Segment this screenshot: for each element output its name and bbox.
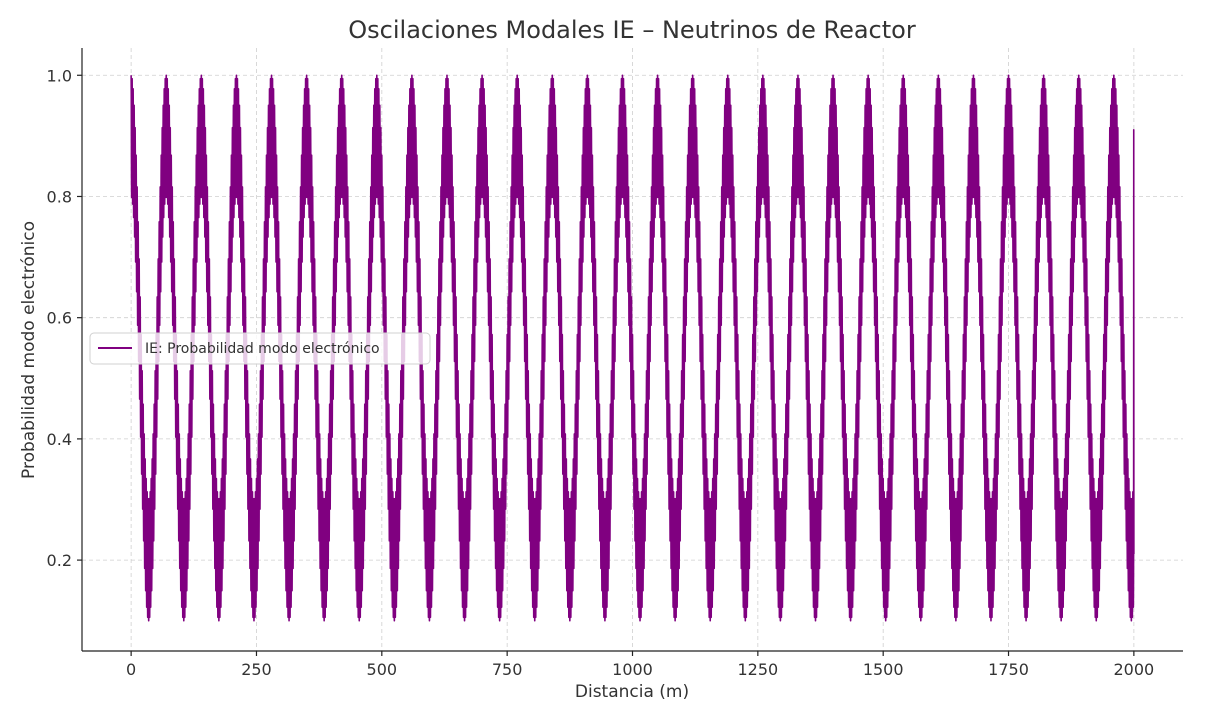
- tick-labels: 0 250 500 750 1000 1250 1500 1750 2000 0.2 0.4 0.6 0…: [47, 66, 1155, 679]
- x-tick-label-5: 1250: [737, 660, 778, 679]
- legend-box: [89, 332, 431, 365]
- y-tick-label-4: 1.0: [47, 66, 72, 85]
- chart-title: Oscilaciones Modales IE – Neutrinos de R…: [348, 16, 916, 44]
- legend: IE: Probabilidad modo electrónico: [89, 332, 431, 365]
- y-tick-label-3: 0.8: [47, 187, 72, 206]
- x-tick-label-1: 250: [241, 660, 272, 679]
- x-tick-label-6: 1500: [863, 660, 904, 679]
- x-tick-label-0: 0: [126, 660, 136, 679]
- y-tick-label-2: 0.6: [47, 309, 72, 328]
- x-tick-label-7: 1750: [988, 660, 1029, 679]
- y-tick-label-1: 0.4: [47, 430, 72, 449]
- x-tick-label-8: 2000: [1114, 660, 1155, 679]
- x-tick-label-3: 750: [492, 660, 523, 679]
- x-tick-label-4: 1000: [612, 660, 653, 679]
- axes: [77, 48, 1183, 656]
- x-tick-label-2: 500: [367, 660, 398, 679]
- y-axis-label: Probabilidad modo electrónico: [19, 221, 39, 479]
- y-tick-label-0: 0.2: [47, 551, 72, 570]
- x-axis-label: Distancia (m): [575, 682, 689, 702]
- legend-label: IE: Probabilidad modo electrónico: [145, 341, 380, 357]
